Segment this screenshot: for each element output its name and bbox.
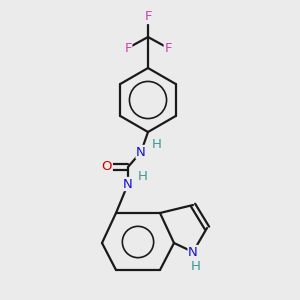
Text: N: N	[188, 245, 198, 259]
Text: F: F	[144, 11, 152, 23]
Text: F: F	[124, 41, 132, 55]
Text: N: N	[123, 178, 133, 190]
Text: F: F	[164, 41, 172, 55]
Text: H: H	[152, 137, 162, 151]
Text: H: H	[138, 169, 148, 182]
Text: H: H	[191, 260, 201, 272]
Text: O: O	[102, 160, 112, 173]
Text: N: N	[136, 146, 146, 158]
